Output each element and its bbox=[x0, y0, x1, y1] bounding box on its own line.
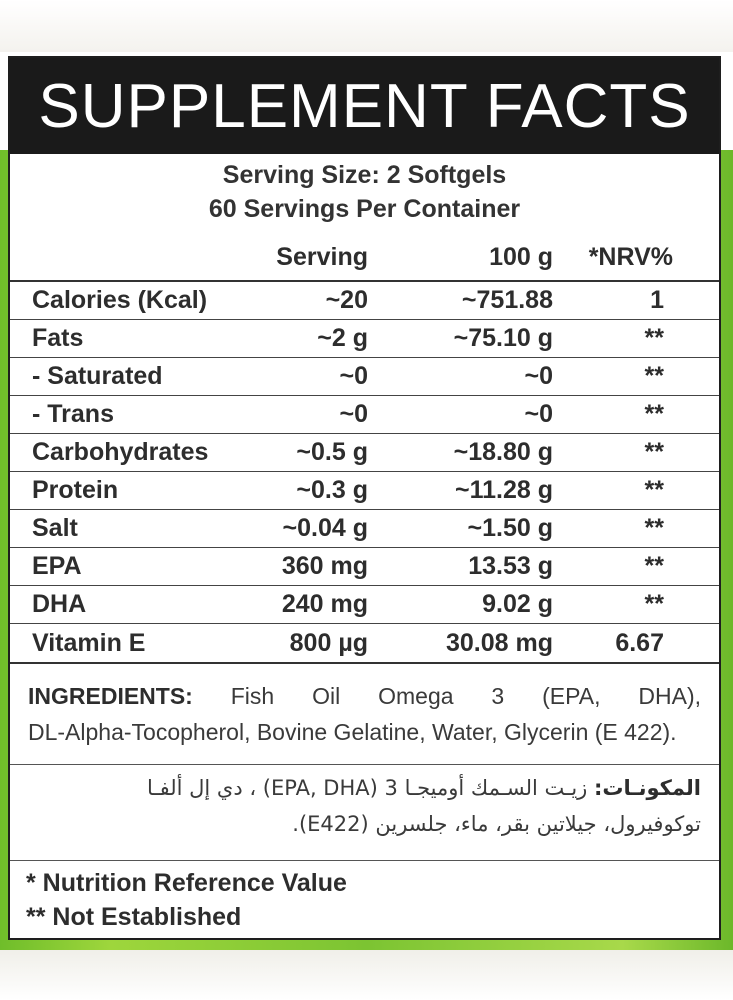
section-divider bbox=[10, 764, 719, 765]
serving-value: ~2 g bbox=[317, 324, 368, 352]
serving-value: ~20 bbox=[325, 286, 368, 314]
nrv-value: ** bbox=[644, 476, 664, 504]
serving-value: ~0.5 g bbox=[296, 438, 368, 466]
per-100g-value: ~0 bbox=[524, 400, 553, 428]
nrv-value: ** bbox=[644, 324, 664, 352]
serving-value: ~0.04 g bbox=[282, 514, 368, 542]
ingredients-ar-text-1: زيـت السـمك أوميجـا 3 (EPA, DHA) ، دي إل… bbox=[147, 776, 588, 800]
servings-per-container: 60 Servings Per Container bbox=[208, 195, 521, 223]
footnote-nrv: * Nutrition Reference Value bbox=[26, 869, 347, 897]
nutrient-name: Fats bbox=[32, 324, 84, 352]
serving-size: Serving Size: 2 Softgels bbox=[222, 161, 507, 189]
footnote-not-established: ** Not Established bbox=[26, 903, 242, 931]
section-divider bbox=[10, 860, 719, 861]
nrv-value: ** bbox=[644, 438, 664, 466]
per-100g-value: ~18.80 g bbox=[453, 438, 553, 466]
per-100g-value: 9.02 g bbox=[482, 590, 553, 618]
header-nrv: *NRV% bbox=[588, 242, 673, 271]
nutrient-name: EPA bbox=[32, 552, 82, 580]
nrv-value: ** bbox=[644, 514, 664, 542]
nrv-value: ** bbox=[644, 362, 664, 390]
nutrient-name: Vitamin E bbox=[32, 628, 146, 657]
header-serving: Serving bbox=[276, 242, 368, 271]
per-100g-value: ~75.10 g bbox=[453, 324, 553, 352]
background-top bbox=[0, 0, 733, 52]
ingredients-label: INGREDIENTS: bbox=[28, 683, 193, 709]
nrv-value: ** bbox=[644, 400, 664, 428]
background-bottom bbox=[0, 950, 733, 1000]
table-row: Fats ~2 g ~75.10 g ** bbox=[10, 320, 719, 358]
ingredients-text-1: Fish Oil Omega 3 (EPA, DHA), bbox=[230, 683, 702, 709]
table-row: Vitamin E 800 µg 30.08 mg 6.67 bbox=[10, 624, 719, 664]
nutrient-name: Carbohydrates bbox=[32, 438, 209, 466]
table-row: - Saturated ~0 ~0 ** bbox=[10, 358, 719, 396]
table-row: Protein ~0.3 g ~11.28 g ** bbox=[10, 472, 719, 510]
serving-value: ~0 bbox=[339, 400, 368, 428]
panel-title: SUPPLEMENT FACTS bbox=[10, 58, 719, 154]
per-100g-value: 30.08 mg bbox=[445, 628, 553, 657]
ingredients-english: INGREDIENTS: Fish Oil Omega 3 (EPA, DHA)… bbox=[28, 678, 701, 750]
nutrition-table: Serving 100 g *NRV% Calories (Kcal) ~20 … bbox=[10, 234, 719, 664]
per-100g-value: ~1.50 g bbox=[467, 514, 553, 542]
nutrient-name: - Trans bbox=[32, 400, 114, 428]
ingredients-line-1: INGREDIENTS: Fish Oil Omega 3 (EPA, DHA)… bbox=[28, 678, 701, 714]
table-row: EPA 360 mg 13.53 g ** bbox=[10, 548, 719, 586]
per-100g-value: ~751.88 bbox=[461, 286, 553, 314]
nutrient-name: - Saturated bbox=[32, 362, 163, 390]
table-row: Salt ~0.04 g ~1.50 g ** bbox=[10, 510, 719, 548]
serving-info: Serving Size: 2 Softgels 60 Servings Per… bbox=[10, 158, 719, 226]
table-row: DHA 240 mg 9.02 g ** bbox=[10, 586, 719, 624]
supplement-facts-panel: SUPPLEMENT FACTS Serving Size: 2 Softgel… bbox=[8, 56, 721, 940]
per-100g-value: ~11.28 g bbox=[455, 476, 553, 504]
nutrient-name: DHA bbox=[32, 590, 87, 618]
serving-value: ~0.3 g bbox=[296, 476, 368, 504]
nutrient-name: Salt bbox=[32, 514, 78, 542]
per-100g-value: 13.53 g bbox=[468, 552, 553, 580]
ingredients-text-2: DL-Alpha-Tocopherol, Bovine Gelatine, Wa… bbox=[28, 719, 677, 745]
serving-value: 360 mg bbox=[281, 552, 368, 580]
serving-value: 240 mg bbox=[281, 590, 368, 618]
header-per-100g: 100 g bbox=[489, 242, 553, 271]
table-header: Serving 100 g *NRV% bbox=[10, 234, 719, 282]
serving-value: ~0 bbox=[339, 362, 368, 390]
nrv-value: 6.67 bbox=[615, 628, 664, 657]
nrv-value: 1 bbox=[650, 286, 664, 314]
ingredients-ar-line-1: المكونـات: زيـت السـمك أوميجـا 3 (EPA, D… bbox=[28, 770, 701, 806]
ingredients-ar-label: المكونـات: bbox=[594, 776, 701, 800]
table-row: Calories (Kcal) ~20 ~751.88 1 bbox=[10, 282, 719, 320]
footnotes: * Nutrition Reference Value ** Not Estab… bbox=[26, 866, 699, 934]
serving-value: 800 µg bbox=[289, 628, 368, 657]
nrv-value: ** bbox=[644, 552, 664, 580]
nutrient-name: Calories (Kcal) bbox=[32, 286, 208, 314]
nutrient-name: Protein bbox=[32, 476, 119, 504]
ingredients-ar-text-2: توكوفيرول، جيلاتين بقر، ماء، جلسرين (E42… bbox=[292, 812, 701, 836]
per-100g-value: ~0 bbox=[524, 362, 553, 390]
table-row: Carbohydrates ~0.5 g ~18.80 g ** bbox=[10, 434, 719, 472]
ingredients-arabic: المكونـات: زيـت السـمك أوميجـا 3 (EPA, D… bbox=[28, 770, 701, 842]
table-row: - Trans ~0 ~0 ** bbox=[10, 396, 719, 434]
nrv-value: ** bbox=[644, 590, 664, 618]
